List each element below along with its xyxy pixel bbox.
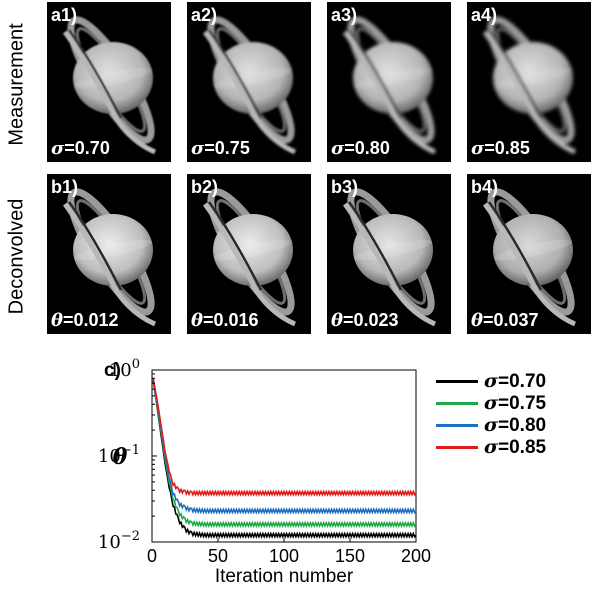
panel-tag: b4)	[471, 177, 498, 197]
x-tick-label: 50	[208, 546, 228, 566]
panel-value: σ=0.80	[331, 138, 390, 159]
row-label-deconvolved: Deconvolved	[5, 198, 28, 314]
panel-value: σ=0.75	[191, 138, 250, 159]
legend-swatch	[436, 379, 478, 383]
panel-tag: a1)	[51, 5, 78, 25]
legend-label: σ=0.85	[484, 435, 547, 458]
x-tick-label: 0	[147, 546, 157, 566]
panel-tag: b2)	[191, 177, 218, 197]
saturn-image	[482, 16, 577, 155]
legend-item: σ=0.85	[436, 436, 546, 458]
legend-label: σ=0.80	[484, 413, 547, 436]
chart-legend: σ=0.70 σ=0.75 σ=0.80 σ=0.85	[436, 370, 546, 458]
image-panel-b1: b1) θ=0.012	[47, 174, 171, 334]
x-tick-label: 200	[401, 546, 431, 566]
legend-label: σ=0.70	[484, 369, 547, 392]
row-label-measurement: Measurement	[5, 22, 28, 146]
panel-tag: a4)	[471, 5, 498, 25]
panel-value: θ=0.012	[51, 310, 119, 331]
series-line-3	[152, 378, 417, 497]
legend-swatch	[436, 401, 478, 405]
legend-item: σ=0.70	[436, 370, 546, 392]
legend-item: σ=0.80	[436, 414, 546, 436]
image-panel-b3: b3) θ=0.023	[327, 174, 451, 334]
series-line-0	[152, 380, 417, 539]
saturn-image	[62, 188, 157, 327]
panel-tag: b1)	[51, 177, 78, 197]
plot-frame	[151, 369, 417, 543]
y-axis-label: θ	[113, 444, 128, 470]
convergence-chart: 0 50 100 150 200 100 10−1 10−2 Iteration number θ…	[98, 357, 431, 587]
panel-tag: b3)	[331, 177, 358, 197]
saturn-image	[202, 16, 297, 155]
panel-tag: a2)	[191, 5, 218, 25]
panel-value: θ=0.037	[471, 310, 539, 331]
legend-swatch	[436, 445, 478, 449]
series-line-2	[152, 380, 417, 515]
legend-label: σ=0.75	[484, 391, 547, 414]
saturn-image	[342, 188, 437, 327]
x-tick-label: 150	[335, 546, 365, 566]
panel-label-c: c)	[104, 360, 121, 381]
image-panel-b4: b4) θ=0.037	[467, 174, 591, 334]
panel-value: σ=0.70	[51, 138, 110, 159]
image-panel-b2: b2) θ=0.016	[187, 174, 311, 334]
panel-tag: a3)	[331, 5, 358, 25]
panel-value: σ=0.85	[471, 138, 530, 159]
y-tick-label: 10−2	[98, 529, 140, 553]
y-tick-label: 10−1	[98, 443, 140, 467]
saturn-image	[62, 16, 157, 155]
image-panel-a4: a4) σ=0.85	[467, 2, 591, 162]
x-tick-label: 100	[269, 546, 299, 566]
panel-value: θ=0.016	[191, 310, 259, 331]
image-panel-a2: a2) σ=0.75	[187, 2, 311, 162]
y-tick-label: 100	[109, 357, 140, 381]
image-panel-a3: a3) σ=0.80	[327, 2, 451, 162]
x-axis-label: Iteration number	[215, 566, 354, 587]
saturn-image	[482, 188, 577, 327]
image-panel-a1: a1) σ=0.70	[47, 2, 171, 162]
legend-swatch	[436, 423, 478, 427]
panel-value: θ=0.023	[331, 310, 399, 331]
series-line-1	[152, 380, 417, 529]
legend-item: σ=0.75	[436, 392, 546, 414]
saturn-image	[202, 188, 297, 327]
saturn-image	[342, 16, 437, 155]
